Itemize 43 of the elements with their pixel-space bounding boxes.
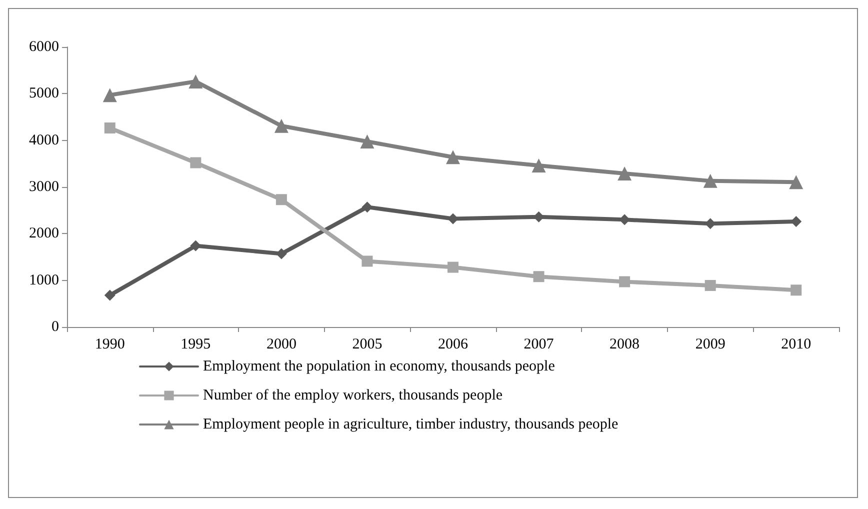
point: [188, 74, 203, 89]
point: [190, 240, 202, 252]
x-tick-label: 2005: [352, 336, 382, 352]
point: [790, 284, 802, 296]
point: [360, 134, 374, 148]
x-tick-label: 1990: [94, 336, 125, 352]
y-tick-label: 5000: [29, 86, 59, 102]
point: [618, 166, 632, 180]
point: [790, 216, 802, 228]
y-tick-label: 0: [52, 319, 59, 335]
point: [274, 118, 288, 133]
point: [448, 213, 458, 224]
point: [789, 175, 804, 190]
y-tick-label: 2000: [29, 226, 59, 242]
x-tick-label: 2008: [610, 336, 640, 352]
point: [446, 150, 460, 164]
point: [190, 157, 202, 168]
point: [276, 194, 287, 206]
point: [704, 280, 716, 291]
x-tick-label: 1995: [180, 336, 211, 352]
point: [362, 256, 373, 267]
point: [532, 158, 546, 173]
point: [102, 88, 117, 102]
point: [276, 248, 287, 260]
point: [703, 174, 718, 188]
y-tick-label: 4000: [29, 132, 59, 148]
point: [533, 271, 544, 282]
x-tick-label: 2006: [438, 336, 468, 352]
y-tick-label: 1000: [29, 272, 59, 288]
point: [104, 122, 116, 134]
point: [104, 290, 116, 301]
point: [619, 276, 630, 288]
x-tick-label: 2010: [781, 336, 812, 352]
legend-label: Employment the population in economy, thousands people: [203, 358, 556, 374]
point: [362, 202, 373, 213]
y-tick-label: 6000: [29, 39, 59, 55]
x-tick-label: 2009: [695, 336, 726, 352]
y-tick-label: 3000: [29, 179, 59, 195]
legend-label: Employment people in agriculture, timber industry, thousands people: [203, 416, 619, 432]
point: [448, 262, 458, 273]
x-tick-label: 2007: [524, 336, 554, 352]
legend-label: Number of the employ workers, thousands people: [203, 388, 503, 404]
x-tick-label: 2000: [266, 336, 296, 352]
